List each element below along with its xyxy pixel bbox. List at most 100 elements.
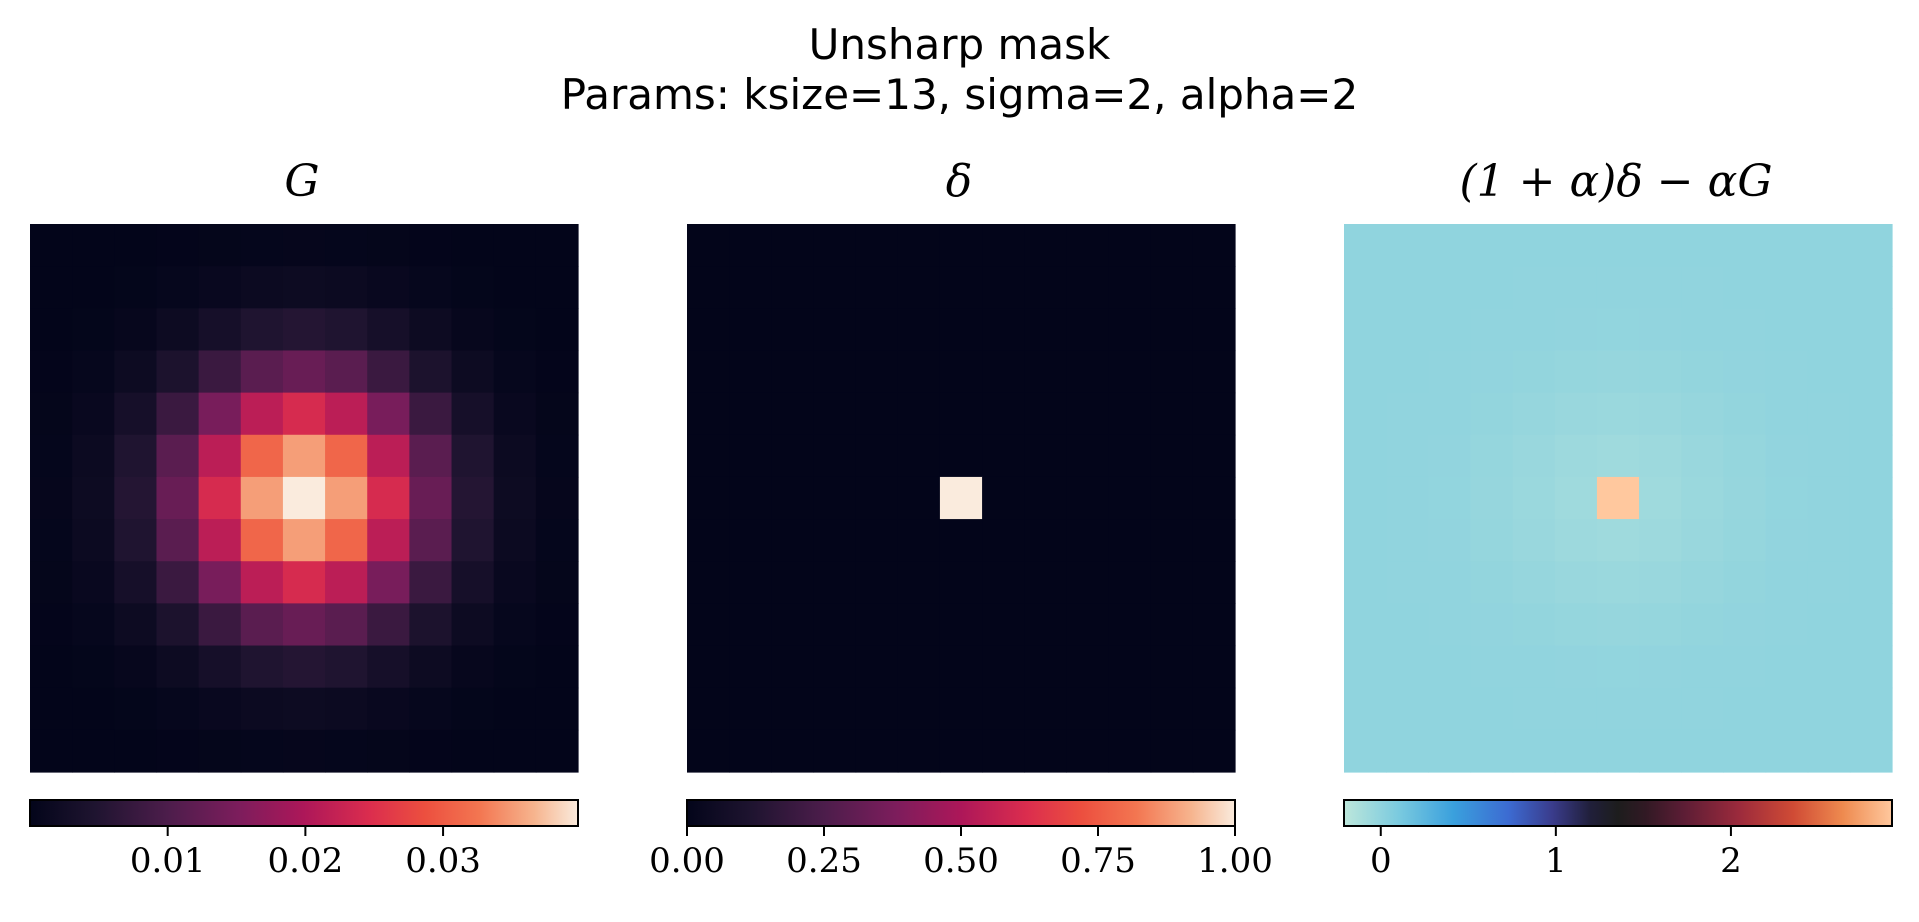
heatmap-cell xyxy=(813,434,857,478)
heatmap-cell xyxy=(156,603,200,647)
heatmap-cell xyxy=(451,224,495,267)
heatmap-cell xyxy=(687,729,730,773)
heatmap-cell xyxy=(1024,603,1067,647)
heatmap-cell xyxy=(409,729,453,773)
heatmap-cell xyxy=(813,476,857,520)
heatmap-cell xyxy=(1723,266,1767,309)
heatmap-cell xyxy=(855,687,899,731)
heatmap-cell xyxy=(367,266,410,309)
heatmap-gaussian xyxy=(30,224,579,773)
heatmap-cell xyxy=(1428,266,1472,309)
heatmap-cell xyxy=(1344,224,1387,267)
heatmap-cell xyxy=(1470,687,1514,731)
heatmap-cell xyxy=(1108,603,1152,647)
colorbar-tick-label: 0.03 xyxy=(405,841,481,881)
heatmap-cell xyxy=(982,392,1025,436)
heatmap-cell xyxy=(855,519,899,562)
heatmap-cell xyxy=(72,476,115,520)
heatmap-cell xyxy=(1150,687,1194,731)
colorbar-tick-label: 0.00 xyxy=(649,841,725,881)
heatmap-cell xyxy=(1765,729,1809,773)
heatmap-cell xyxy=(1192,519,1236,562)
heatmap-cell xyxy=(1554,729,1598,773)
heatmap-cell xyxy=(114,434,158,478)
heatmap-cell xyxy=(813,308,857,352)
heatmap-cell xyxy=(325,645,368,689)
heatmap-cell xyxy=(1723,392,1767,436)
heatmap-cell xyxy=(1150,224,1194,267)
heatmap-cell xyxy=(1386,308,1429,352)
heatmap-cell xyxy=(451,350,495,394)
heatmap-cell xyxy=(771,476,815,520)
heatmap-cell xyxy=(1723,561,1767,604)
heatmap-cell xyxy=(771,603,815,647)
heatmap-cell xyxy=(325,603,368,647)
heatmap-cell xyxy=(687,687,730,731)
heatmap-cell xyxy=(1344,308,1387,352)
heatmap-cell xyxy=(813,603,857,647)
heatmap-cell xyxy=(1192,476,1236,520)
heatmap-cell xyxy=(1554,687,1598,731)
heatmap-cell xyxy=(729,561,772,604)
heatmap-cell xyxy=(1512,561,1556,604)
heatmap-cell xyxy=(1386,603,1429,647)
heatmap-cell xyxy=(1066,392,1110,436)
heatmap-cell xyxy=(1344,519,1387,562)
heatmap-cell xyxy=(1386,266,1429,309)
heatmap-cell xyxy=(687,266,730,309)
heatmap-cell xyxy=(1108,729,1152,773)
heatmap-cell xyxy=(771,687,815,731)
heatmap-cell xyxy=(1470,561,1514,604)
heatmap-cell xyxy=(114,224,158,267)
heatmap-cell xyxy=(813,687,857,731)
heatmap-cell xyxy=(198,476,242,520)
heatmap-cell xyxy=(771,561,815,604)
heatmap-cell xyxy=(1024,476,1067,520)
heatmap-cell xyxy=(855,224,899,267)
heatmap-cell xyxy=(729,224,772,267)
heatmap-cell xyxy=(72,308,115,352)
colorbar-tick-label: 1.00 xyxy=(1197,841,1273,881)
heatmap-cell xyxy=(1807,645,1851,689)
heatmap-cell xyxy=(897,729,941,773)
heatmap-cell xyxy=(72,729,115,773)
heatmap-cell xyxy=(1723,687,1767,731)
heatmap-cell xyxy=(1344,729,1387,773)
colorbar-delta: 0.00 0.25 0.50 0.75 1.00 xyxy=(649,799,1273,881)
heatmap-cell xyxy=(114,729,158,773)
heatmap-cell xyxy=(1596,476,1640,520)
heatmap-cell xyxy=(1512,224,1556,267)
heatmap-cell xyxy=(535,308,579,352)
heatmap-cell xyxy=(1150,350,1194,394)
heatmap-cell xyxy=(30,687,73,731)
heatmap-cell xyxy=(240,476,284,520)
heatmap-cell xyxy=(198,561,242,604)
heatmap-cell xyxy=(240,350,284,394)
heatmap-cell xyxy=(367,392,410,436)
heatmap-cell xyxy=(1512,392,1556,436)
heatmap-cell xyxy=(939,729,983,773)
heatmap-cell xyxy=(1807,603,1851,647)
heatmap-cell xyxy=(855,476,899,520)
heatmap-cell xyxy=(1596,434,1640,478)
heatmap-cell xyxy=(1386,476,1429,520)
heatmap-cell xyxy=(156,687,200,731)
heatmap-cell xyxy=(1681,645,1724,689)
heatmap-cell xyxy=(855,561,899,604)
heatmap-cell xyxy=(1512,519,1556,562)
heatmap-cell xyxy=(1386,224,1429,267)
heatmap-cell xyxy=(535,561,579,604)
heatmap-cell xyxy=(1024,308,1067,352)
heatmap-cell xyxy=(240,224,284,267)
heatmap-cell xyxy=(240,687,284,731)
heatmap-cell xyxy=(771,434,815,478)
heatmap-cell xyxy=(939,476,983,520)
heatmap-cell xyxy=(240,603,284,647)
heatmap-cell xyxy=(687,603,730,647)
heatmap-cell xyxy=(1765,645,1809,689)
heatmap-cell xyxy=(1344,645,1387,689)
heatmap-cell xyxy=(1849,476,1893,520)
heatmap-cell xyxy=(1192,729,1236,773)
heatmap-cell xyxy=(493,392,537,436)
